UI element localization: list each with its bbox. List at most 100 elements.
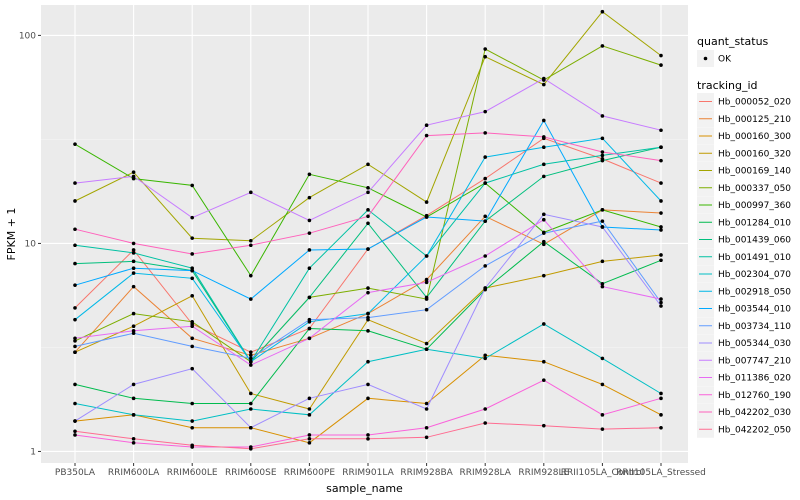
- data-point: [483, 421, 488, 425]
- data-point: [249, 190, 253, 195]
- data-point: [249, 359, 253, 364]
- data-point: [131, 266, 136, 271]
- data-point: [424, 341, 429, 346]
- data-point: [483, 181, 488, 185]
- x-tick-label: RRIM600SE: [225, 468, 277, 478]
- data-point: [249, 401, 253, 406]
- data-point: [659, 145, 663, 150]
- data-point: [131, 441, 136, 445]
- legend-series-label: Hb_003734_110: [718, 322, 791, 332]
- legend-series-label: Hb_000125_210: [718, 115, 791, 125]
- data-point: [190, 268, 194, 273]
- data-point: [366, 359, 370, 364]
- data-point: [73, 419, 77, 423]
- data-point: [483, 254, 488, 258]
- data-point: [249, 356, 253, 361]
- data-point: [424, 123, 429, 128]
- data-point: [73, 227, 77, 232]
- data-point: [307, 317, 312, 322]
- data-point: [659, 53, 663, 58]
- data-point: [131, 248, 136, 252]
- data-point: [542, 378, 546, 383]
- data-point: [366, 433, 370, 437]
- data-point: [542, 212, 546, 217]
- data-point: [307, 441, 312, 445]
- legend-series-label: Hb_001439_060: [718, 236, 791, 246]
- legend-series-label: Hb_005344_030: [718, 339, 791, 349]
- data-point: [483, 214, 488, 219]
- data-point: [424, 401, 429, 406]
- data-point: [542, 231, 546, 235]
- data-point: [424, 407, 429, 411]
- data-point: [483, 131, 488, 135]
- data-point: [73, 433, 77, 437]
- legend-series-label: Hb_000997_360: [718, 201, 791, 211]
- data-point: [600, 219, 605, 223]
- data-point: [600, 284, 605, 289]
- data-point: [249, 407, 253, 411]
- data-point: [659, 300, 663, 305]
- data-point: [190, 294, 194, 298]
- data-point: [542, 273, 546, 278]
- data-point: [366, 286, 370, 290]
- legend-series-label: Hb_000169_140: [718, 167, 791, 177]
- data-point: [190, 252, 194, 256]
- data-point: [659, 225, 663, 229]
- data-point: [542, 162, 546, 167]
- data-point: [307, 437, 312, 441]
- data-point: [73, 199, 77, 203]
- data-point: [190, 366, 194, 371]
- data-point: [483, 264, 488, 268]
- data-point: [73, 283, 77, 287]
- data-point: [190, 419, 194, 423]
- data-point: [600, 356, 605, 361]
- data-point: [542, 174, 546, 179]
- data-point: [424, 435, 429, 440]
- data-point: [131, 174, 136, 179]
- data-point: [73, 382, 77, 387]
- data-point: [249, 350, 253, 354]
- data-point: [307, 413, 312, 417]
- data-point: [366, 315, 370, 320]
- plot-panel: [41, 5, 688, 463]
- legend-series-label: Hb_000160_320: [718, 149, 791, 159]
- data-point: [190, 276, 194, 281]
- legend-series-label: Hb_012760_190: [718, 391, 791, 401]
- data-point: [131, 259, 136, 264]
- data-point: [190, 336, 194, 341]
- y-axis-title: FPKM + 1: [5, 208, 18, 261]
- legend-series-label: Hb_001491_010: [718, 253, 791, 263]
- data-point: [366, 214, 370, 219]
- data-point: [307, 336, 312, 341]
- x-axis-title: sample_name: [326, 482, 403, 495]
- data-point: [483, 407, 488, 411]
- data-point: [249, 273, 253, 278]
- x-tick-label: RRII105LA_Control: [561, 468, 644, 478]
- data-point: [659, 425, 663, 430]
- data-point: [600, 281, 605, 286]
- data-point: [600, 153, 605, 158]
- data-point: [249, 238, 253, 243]
- data-point: [542, 242, 546, 247]
- data-point: [659, 391, 663, 396]
- data-point: [659, 304, 663, 308]
- data-point: [659, 413, 663, 417]
- data-point: [73, 142, 77, 146]
- data-point: [131, 396, 136, 401]
- data-point: [249, 243, 253, 248]
- data-point: [307, 248, 312, 252]
- data-point: [190, 401, 194, 406]
- data-point: [424, 307, 429, 312]
- data-point: [659, 396, 663, 401]
- axes: 1 10 100 PB350LA RRIM600LA RRIM600LE RRIM600SE…: [19, 31, 706, 478]
- data-point: [542, 118, 546, 123]
- legend-point-key: [703, 56, 708, 61]
- data-point: [366, 382, 370, 387]
- legend-series-label: Hb_042202_050: [718, 425, 791, 435]
- data-point: [307, 326, 312, 331]
- data-point: [600, 136, 605, 141]
- data-point: [600, 158, 605, 163]
- data-point: [600, 9, 605, 14]
- data-point: [190, 344, 194, 349]
